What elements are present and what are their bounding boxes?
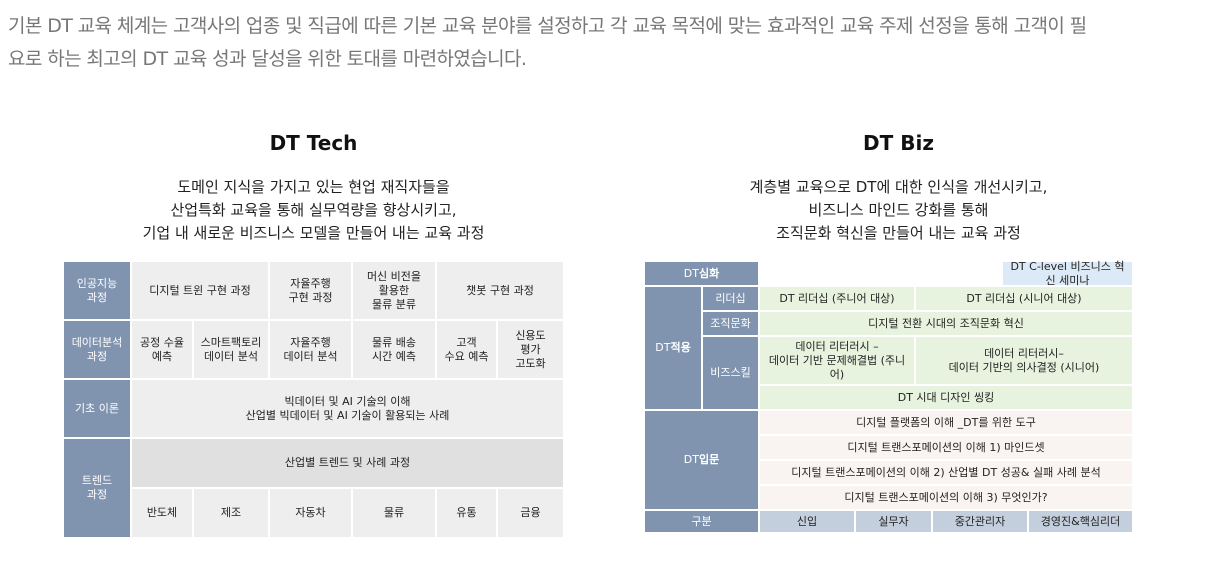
course-cell: 자율주행 데이터 분석 [270, 321, 351, 378]
dt-apply-label: DT 적용 [645, 287, 701, 409]
course-cell: 챗봇 구현 과정 [437, 262, 563, 319]
leadership-senior-cell: DT 리더십 (시니어 대상) [916, 287, 1132, 310]
footer-level-cell: 신입 [760, 511, 854, 532]
empty-cell [760, 262, 1027, 285]
intro-line-1: 기본 DT 교육 체계는 고객사의 업종 및 직급에 따른 기본 교육 분야를 … [8, 15, 1087, 37]
footer-level-cell: 실무자 [856, 511, 931, 532]
course-cell: 스마트팩토리 데이터 분석 [194, 321, 268, 378]
footer-category-label: 구분 [645, 511, 758, 532]
footer-level-cell: 중간관리자 [933, 511, 1027, 532]
course-cell: 자율주행 구현 과정 [270, 262, 351, 319]
org-culture-label: 조직문화 [703, 312, 758, 335]
course-cell: 물류 배송 시간 예측 [353, 321, 435, 378]
industry-cell: 금융 [498, 489, 563, 537]
course-cell: 고객 수요 예측 [437, 321, 496, 378]
leadership-label: 리더십 [703, 287, 758, 310]
data-analysis-label: 데이터분석 과정 [64, 321, 130, 378]
literacy-junior-cell: 데이터 리터러시 – 데이터 기반 문제해결법 (주니어) [760, 337, 914, 384]
intro-topic-cell: 디지털 플랫폼의 이해 _DT를 위한 도구 [760, 411, 1132, 434]
basic-theory-cell: 빅데이터 및 AI 기술의 이해 산업별 빅데이터 및 AI 기술이 활용되는 … [132, 380, 563, 437]
ai-course-label: 인공지능 과정 [64, 262, 130, 319]
trend-course-label: 트렌드 과정 [64, 439, 130, 537]
intro-line-2: 요로 하는 최고의 DT 교육 성과 달성을 위한 토대를 마련하였습니다. [8, 48, 527, 70]
intro-topic-cell: 디지털 트랜스포메이션의 이해 2) 산업별 DT 성공& 실패 사례 분석 [760, 461, 1132, 484]
course-cell: 공정 수율 예측 [132, 321, 192, 378]
tech-desc-line: 도메인 지식을 가지고 있는 현업 재직자들을 [177, 178, 450, 196]
tech-desc-line: 산업특화 교육을 통해 실무역량을 향상시키고, [170, 201, 457, 219]
industry-cell: 자동차 [270, 489, 351, 537]
dt-intro-label: DT 입문 [645, 411, 758, 509]
org-culture-cell: 디지털 전환 시대의 조직문화 혁신 [760, 312, 1132, 335]
design-thinking-cell: DT 시대 디자인 씽킹 [760, 386, 1132, 409]
biz-desc-line: 계층별 교육으로 DT에 대한 인식을 개선시키고, [749, 178, 1048, 196]
tech-title: DT Tech [269, 131, 358, 155]
footer-level-cell: 경영진&핵심리더 [1029, 511, 1132, 532]
course-cell: 머신 비전을 활용한 물류 분류 [353, 262, 435, 319]
tech-description: 도메인 지식을 가지고 있는 현업 재직자들을 산업특화 교육을 통해 실무역량… [64, 176, 563, 245]
tech-curriculum-table: 인공지능 과정 디지털 트윈 구현 과정 자율주행 구현 과정 머신 비전을 활… [64, 262, 563, 537]
basic-theory-label: 기초 이론 [64, 380, 130, 437]
dt-advanced-label: DT 심화 [645, 262, 758, 285]
course-cell: 디지털 트윈 구현 과정 [132, 262, 268, 319]
intro-paragraph: 기본 DT 교육 체계는 고객사의 업종 및 직급에 따른 기본 교육 분야를 … [8, 10, 1222, 76]
biz-skill-label: 비즈스킬 [703, 337, 758, 409]
trend-course-cell: 산업별 트렌드 및 사례 과정 [132, 439, 563, 487]
tech-desc-line: 기업 내 새로운 비즈니스 모델을 만들어 내는 교육 과정 [142, 224, 485, 242]
industry-cell: 반도체 [132, 489, 192, 537]
biz-title: DT Biz [863, 131, 934, 155]
industry-cell: 제조 [194, 489, 268, 537]
biz-desc-line: 비즈니스 마인드 강화를 통해 [808, 201, 989, 219]
literacy-senior-cell: 데이터 리터러시– 데이터 기반의 의사결정 (시니어) [916, 337, 1132, 384]
biz-curriculum-table: DT 심화 DT C-level 비즈니스 혁신 세미나 DT 적용 리더십 D… [645, 260, 1152, 537]
industry-cell: 물류 [353, 489, 435, 537]
biz-desc-line: 조직문화 혁신을 만들어 내는 교육 과정 [776, 224, 1021, 242]
biz-description: 계층별 교육으로 DT에 대한 인식을 개선시키고, 비즈니스 마인드 강화를 … [645, 176, 1152, 245]
industry-cell: 유통 [437, 489, 496, 537]
course-cell: 신용도 평가 고도화 [498, 321, 563, 378]
c-level-seminar-cell: DT C-level 비즈니스 혁신 세미나 [1003, 260, 1132, 287]
intro-topic-cell: 디지털 트랜스포메이션의 이해 3) 무엇인가? [760, 486, 1132, 509]
intro-topic-cell: 디지털 트랜스포메이션의 이해 1) 마인드셋 [760, 436, 1132, 459]
leadership-junior-cell: DT 리더십 (주니어 대상) [760, 287, 914, 310]
